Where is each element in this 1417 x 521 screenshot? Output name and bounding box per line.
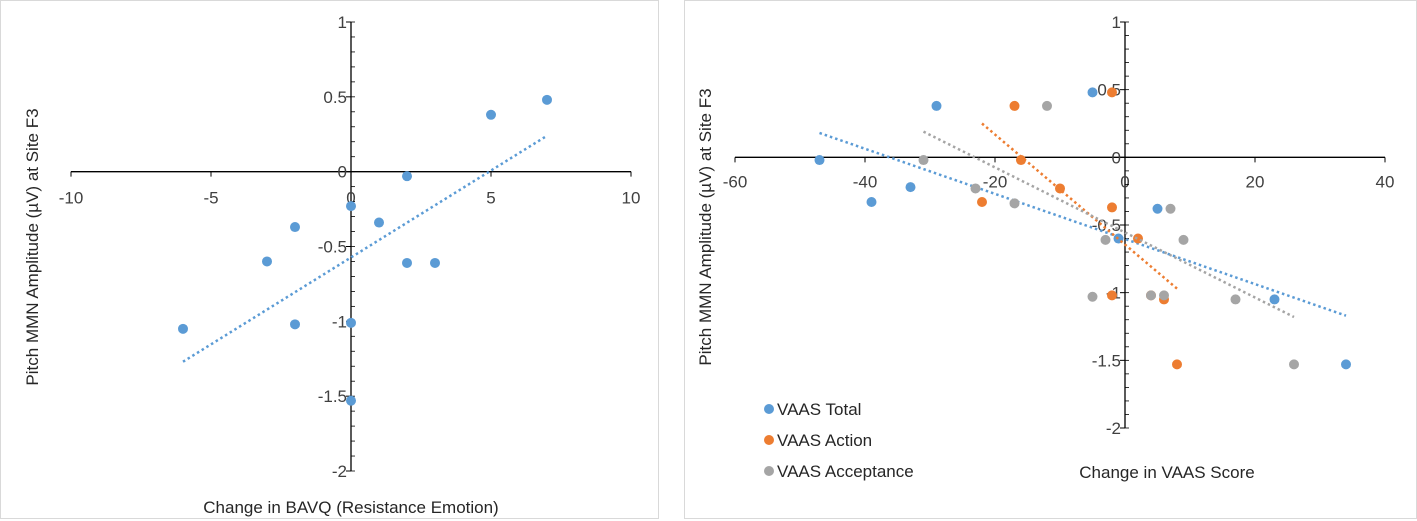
y-tick-label: -1.5 xyxy=(1092,351,1121,370)
series-vaas-total xyxy=(814,87,1351,370)
trendline-vaas-total xyxy=(819,131,1347,317)
data-point xyxy=(290,319,300,330)
trendline-data xyxy=(182,134,548,363)
scatter-chart-bavq: Change in BAVQ (Resistance Emotion) Pitc… xyxy=(23,13,641,517)
x-tick-label: -40 xyxy=(853,172,878,191)
x-tick-label: -5 xyxy=(203,189,218,208)
data-point xyxy=(918,155,929,166)
data-point xyxy=(1087,87,1098,98)
data-point xyxy=(814,155,825,166)
data-point xyxy=(1172,359,1182,370)
y-tick-label: -2 xyxy=(1106,419,1121,438)
x-axis-title: Change in VAAS Score xyxy=(1079,463,1254,482)
data-point xyxy=(1152,203,1163,214)
data-point xyxy=(1159,290,1169,301)
x-tick-label: 10 xyxy=(622,189,641,208)
chart-panel-bavq: Change in BAVQ (Resistance Emotion) Pitc… xyxy=(0,0,659,519)
x-tick-label: 0 xyxy=(346,189,355,208)
legend-label-vaas-acceptance: VAAS Acceptance xyxy=(777,462,914,481)
x-tick-label: -60 xyxy=(723,172,748,191)
data-point xyxy=(346,317,356,328)
y-tick-label: -2 xyxy=(332,462,347,481)
data-point xyxy=(402,171,412,182)
legend-marker-vaas-total xyxy=(764,404,774,414)
data-point xyxy=(430,257,440,268)
data-point xyxy=(970,183,981,194)
y-tick-label: -0.5 xyxy=(1092,216,1121,235)
y-tick-label: 0 xyxy=(1112,148,1121,167)
data-point xyxy=(1289,359,1299,370)
data-point xyxy=(1042,100,1052,111)
series-vaas-action xyxy=(977,87,1182,370)
data-point xyxy=(1230,294,1241,305)
x-tick-label: -20 xyxy=(983,172,1008,191)
y-tick-label: -1 xyxy=(332,312,347,331)
data-point xyxy=(486,109,496,120)
data-point xyxy=(1341,359,1351,370)
data-point xyxy=(905,182,916,193)
axes: -10 -5 0 5 10 1 0.5 0 -0.5 -1 -1.5 -2 xyxy=(59,13,641,481)
data-point xyxy=(1146,290,1156,301)
legend: VAAS Total VAAS Action VAAS Acceptance xyxy=(764,400,914,481)
legend-label-vaas-action: VAAS Action xyxy=(777,431,872,450)
data-point xyxy=(542,94,552,105)
data-point xyxy=(346,201,356,212)
data-point xyxy=(1009,100,1020,111)
data-point xyxy=(1009,198,1020,209)
data-point xyxy=(1100,234,1111,245)
data-point xyxy=(1165,203,1176,214)
data-point xyxy=(1178,234,1189,245)
data-point xyxy=(178,323,188,334)
y-axis-title: Pitch MMN Amplitude (µV) at Site F3 xyxy=(696,88,715,365)
legend-label-vaas-total: VAAS Total xyxy=(777,400,861,419)
data-point xyxy=(866,196,877,207)
x-tick-label: 5 xyxy=(486,189,495,208)
x-axis-title: Change in BAVQ (Resistance Emotion) xyxy=(203,498,498,517)
y-tick-label: 0 xyxy=(338,163,347,182)
trendline-vaas-action xyxy=(981,122,1178,290)
data-point xyxy=(1055,183,1065,194)
scatter-chart-vaas: Change in VAAS Score Pitch MMN Amplitude… xyxy=(696,13,1395,482)
data-point xyxy=(374,217,384,228)
data-point xyxy=(1016,155,1026,166)
y-axis-title: Pitch MMN Amplitude (µV) at Site F3 xyxy=(23,108,42,385)
y-tick-label: -1.5 xyxy=(318,387,347,406)
y-tick-label: 1 xyxy=(338,13,347,32)
legend-marker-vaas-action xyxy=(764,435,774,445)
x-tick-label: 20 xyxy=(1246,172,1265,191)
y-tick-label: 1 xyxy=(1112,13,1121,32)
legend-marker-vaas-acceptance xyxy=(764,466,774,476)
data-point xyxy=(977,196,987,207)
data-point xyxy=(262,256,272,267)
y-tick-label: 0.5 xyxy=(323,88,347,107)
x-tick-label: -10 xyxy=(59,189,84,208)
data-point xyxy=(402,257,412,268)
series-data xyxy=(178,94,552,406)
data-point xyxy=(346,395,356,406)
x-tick-label: 40 xyxy=(1376,172,1395,191)
data-point xyxy=(1107,87,1117,98)
data-point xyxy=(1269,294,1280,305)
data-point xyxy=(1107,202,1117,213)
series-vaas-acceptance xyxy=(918,100,1299,370)
chart-panel-vaas: Change in VAAS Score Pitch MMN Amplitude… xyxy=(684,0,1417,519)
y-tick-label: -0.5 xyxy=(318,238,347,257)
data-point xyxy=(1107,290,1117,301)
data-point xyxy=(1087,291,1098,302)
data-point xyxy=(290,222,300,233)
x-tick-label: 0 xyxy=(1120,172,1129,191)
data-point xyxy=(931,100,942,111)
